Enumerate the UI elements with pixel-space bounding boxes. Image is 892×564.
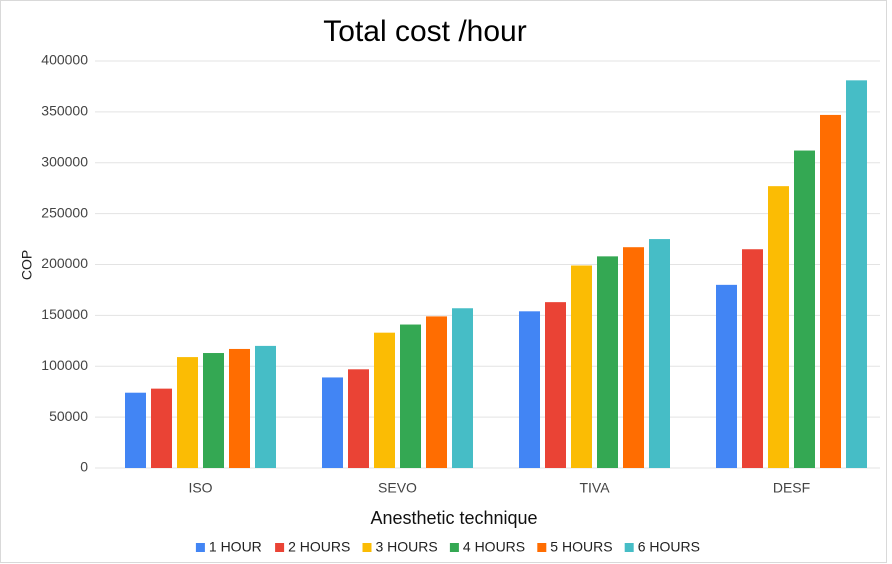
legend-swatch [275, 543, 285, 552]
bar [255, 345, 276, 468]
x-tick-label: SEVO [378, 480, 417, 496]
y-tick-label: 250000 [41, 204, 88, 220]
bar [229, 348, 250, 468]
legend-swatch [195, 543, 205, 552]
y-tick-label: 350000 [41, 103, 88, 119]
bar [649, 239, 670, 468]
legend-label: 5 HOURS [550, 539, 612, 555]
legend-label: 4 HOURS [463, 539, 525, 555]
legend-swatch [362, 543, 372, 552]
y-tick-label: 200000 [41, 255, 88, 271]
y-tick-label: 400000 [41, 52, 88, 68]
legend-swatch [449, 543, 459, 552]
y-axis-title: COP [19, 250, 35, 280]
legend-label: 1 HOUR [209, 539, 262, 555]
bar [348, 369, 369, 468]
legend-swatch [624, 543, 634, 552]
bar [623, 247, 644, 468]
bar [426, 316, 447, 468]
x-axis-title: Anesthetic technique [370, 508, 537, 528]
bar [151, 388, 172, 468]
bar [571, 265, 592, 468]
bar [820, 114, 841, 469]
y-tick-label: 100000 [41, 357, 88, 373]
legend-label: 6 HOURS [638, 539, 700, 555]
bar [203, 353, 224, 468]
bar [716, 284, 737, 468]
legend-swatch [537, 543, 547, 552]
bar [374, 332, 395, 468]
bar [452, 308, 473, 468]
bar [125, 392, 146, 468]
legend-label: 2 HOURS [288, 539, 350, 555]
bar [597, 256, 618, 468]
bar [794, 150, 815, 469]
bar [519, 311, 540, 468]
x-tick-label: DESF [773, 480, 810, 496]
legend-label: 3 HOURS [376, 539, 438, 555]
bar [322, 377, 343, 468]
bar [846, 80, 867, 469]
chart-title: Total cost /hour [323, 15, 526, 48]
bar [400, 324, 421, 468]
bar [742, 249, 763, 468]
x-tick-label: ISO [188, 480, 212, 496]
bar [177, 357, 198, 468]
y-tick-label: 150000 [41, 306, 88, 322]
y-tick-label: 50000 [49, 408, 88, 424]
bar [768, 186, 789, 468]
x-tick-label: TIVA [579, 480, 610, 496]
bar [545, 302, 566, 468]
y-tick-label: 0 [80, 459, 88, 475]
y-tick-label: 300000 [41, 153, 88, 169]
